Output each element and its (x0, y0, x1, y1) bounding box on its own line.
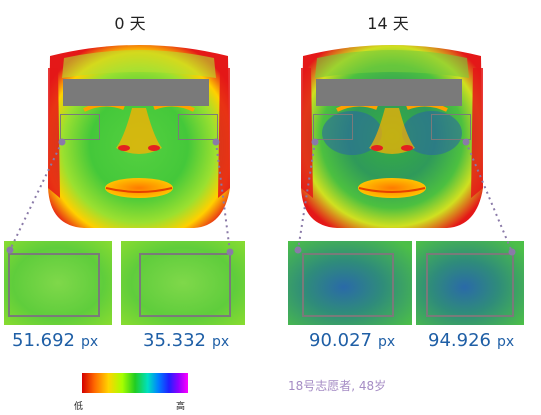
redaction-bar (316, 79, 462, 106)
zoom-roi-box (8, 253, 100, 317)
zoom-roi-box (426, 253, 514, 317)
measure-unit: px (496, 334, 515, 350)
color-scale-bar (82, 373, 188, 393)
measure-unit: px (80, 334, 99, 350)
zoom-left-day-0 (4, 241, 112, 325)
measure-left-day-0: 51.692 px (12, 330, 98, 351)
zoom-left-day-14 (288, 241, 412, 325)
measure-unit: px (211, 334, 230, 350)
roi-right-cheek-box (178, 114, 218, 140)
measure-right-day-0: 35.332 px (143, 330, 229, 351)
measure-value: 94.926 (428, 330, 491, 351)
day-14-title: 14 天 (367, 14, 409, 33)
measure-right-day-14: 94.926 px (428, 330, 514, 351)
face-heatmap-day-0 (44, 38, 234, 228)
zoom-right-day-14 (416, 241, 524, 325)
measure-value: 35.332 (143, 330, 206, 351)
day-0-title: 0 天 (114, 14, 146, 33)
face-heatmap-day-14 (297, 38, 487, 228)
scale-high-label: 高 (176, 402, 186, 412)
roi-right-cheek-box (431, 114, 471, 140)
zoom-roi-box (302, 253, 394, 317)
volunteer-note: 18号志愿者, 48岁 (288, 379, 387, 393)
measure-value: 90.027 (309, 330, 372, 351)
roi-left-cheek-box (313, 114, 353, 140)
scale-low-label: 低 (74, 402, 84, 412)
redaction-bar (63, 79, 209, 106)
zoom-right-day-0 (121, 241, 245, 325)
roi-left-cheek-box (60, 114, 100, 140)
measure-unit: px (377, 334, 396, 350)
measure-value: 51.692 (12, 330, 75, 351)
zoom-roi-box (139, 253, 231, 317)
measure-left-day-14: 90.027 px (309, 330, 395, 351)
